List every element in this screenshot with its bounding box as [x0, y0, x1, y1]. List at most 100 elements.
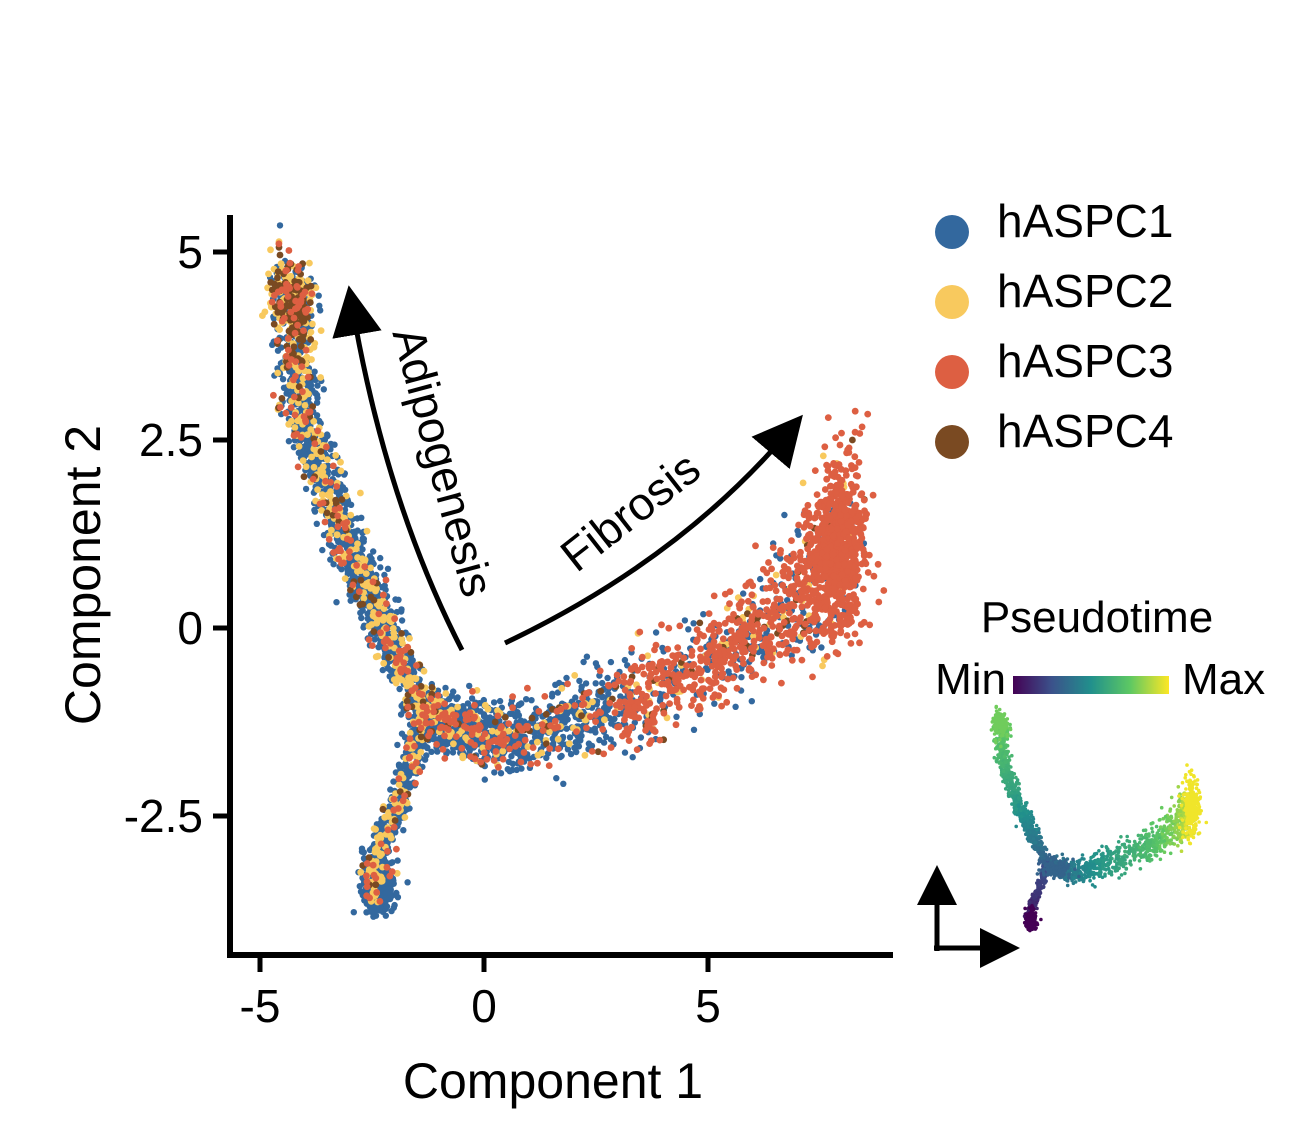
cell-point: [515, 712, 523, 719]
cell-point: [481, 776, 488, 783]
cell-point: [371, 636, 378, 643]
cell-point: [527, 760, 535, 768]
cell-point: [645, 680, 652, 688]
cell-point: [605, 682, 613, 690]
cell-point: [640, 670, 648, 678]
cell-point: [602, 733, 610, 741]
cell-point: [755, 630, 763, 637]
cell-point: [576, 734, 584, 741]
cell-point: [823, 653, 831, 660]
cell-point: [277, 404, 284, 411]
cell-point: [390, 795, 398, 803]
cell-point: [779, 641, 786, 649]
cell-point: [366, 553, 374, 560]
cell-point: [413, 662, 420, 669]
cell-point: [614, 723, 621, 731]
cell-point: [628, 723, 635, 731]
cell-point: [733, 666, 741, 673]
cell-point: [357, 609, 364, 617]
cell-point: [607, 744, 615, 751]
cell-point: [856, 430, 864, 437]
cell-point: [874, 560, 882, 568]
cell-point: [638, 653, 646, 661]
cell-point: [766, 650, 774, 658]
cell-point: [554, 735, 562, 743]
cell-point: [788, 629, 795, 637]
cell-point: [276, 222, 284, 229]
cell-point: [553, 707, 561, 715]
cell-point: [434, 692, 442, 699]
cell-point: [320, 386, 327, 393]
cell-point: [864, 410, 872, 418]
cell-point: [851, 407, 859, 415]
cell-point: [327, 556, 334, 563]
cell-point: [858, 423, 866, 431]
cell-point: [379, 666, 386, 674]
cell-point: [666, 684, 674, 692]
cell-point: [453, 695, 460, 703]
cell-point: [380, 659, 388, 667]
cell-point: [400, 659, 408, 667]
cell-point: [557, 753, 564, 761]
cell-point: [320, 531, 328, 539]
cell-point: [805, 635, 813, 643]
cell-point: [395, 781, 403, 788]
cell-point: [384, 826, 392, 834]
cell-point: [271, 280, 278, 288]
cell-point: [521, 736, 529, 744]
cell-point: [354, 527, 361, 534]
cell-point: [628, 665, 635, 673]
cell-point: [403, 782, 410, 789]
cell-point: [442, 684, 449, 692]
cell-point: [274, 274, 281, 282]
cell-point: [700, 611, 707, 618]
cell-point: [760, 624, 768, 632]
cell-point: [748, 655, 756, 663]
cell-point: [725, 668, 732, 675]
cell-point: [287, 356, 295, 363]
cell-point: [300, 413, 308, 420]
cell-point: [353, 561, 360, 569]
cell-point: [777, 547, 784, 554]
cell-point: [405, 674, 412, 682]
cell-point: [560, 780, 567, 787]
cell-point: [382, 644, 389, 652]
cell-point: [759, 598, 767, 605]
cell-point: [363, 860, 371, 867]
cell-point: [412, 780, 419, 787]
cell-point: [629, 754, 636, 761]
cell-point: [727, 627, 735, 634]
cell-point: [333, 483, 341, 490]
cell-point: [528, 697, 535, 704]
cell-point: [592, 718, 599, 725]
cell-point: [357, 868, 365, 876]
cell-point: [573, 728, 580, 735]
cell-point: [509, 710, 516, 717]
cell-point: [621, 656, 629, 664]
cell-point: [337, 547, 344, 555]
cell-point: [300, 318, 308, 325]
cell-point: [780, 618, 788, 626]
cell-point: [733, 684, 741, 692]
cell-point: [800, 630, 808, 638]
cell-point: [805, 532, 813, 540]
cell-point: [836, 589, 843, 597]
cell-point: [411, 742, 418, 750]
cell-point: [564, 746, 572, 753]
cell-point: [469, 688, 476, 695]
cell-point: [688, 652, 696, 659]
cell-point: [405, 754, 413, 762]
cell-point: [578, 701, 586, 709]
cell-point: [327, 478, 334, 486]
cell-point: [732, 703, 739, 710]
cell-point: [812, 627, 820, 635]
cell-point: [813, 491, 821, 498]
cell-point: [302, 485, 310, 493]
cell-point: [706, 647, 714, 655]
cell-point: [410, 720, 418, 727]
cell-point: [341, 575, 349, 582]
cell-point: [403, 744, 410, 751]
cell-point: [335, 555, 342, 563]
cell-point: [370, 871, 378, 879]
cell-point: [290, 376, 297, 384]
